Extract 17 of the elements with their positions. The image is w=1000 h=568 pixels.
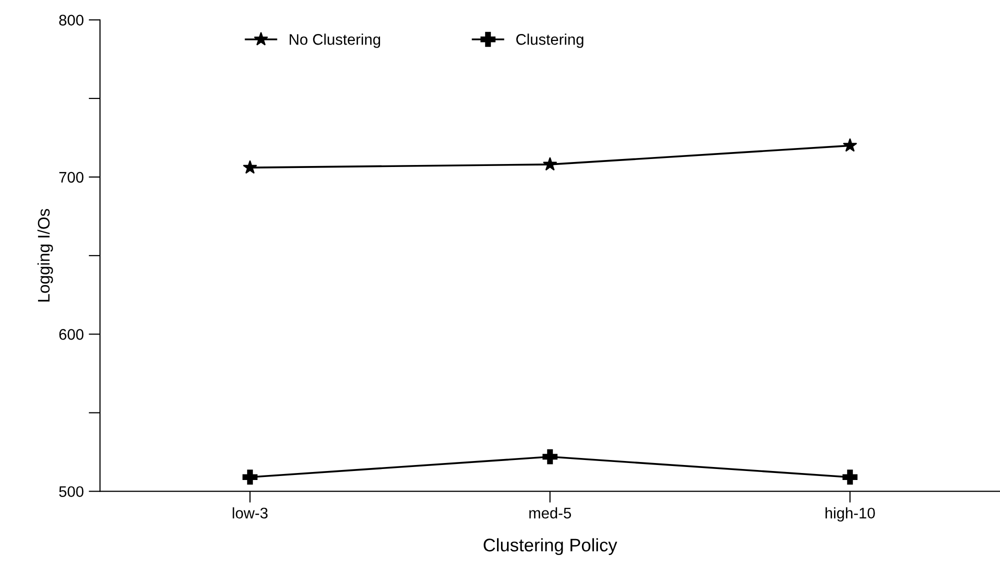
y-tick-label: 600 <box>59 329 84 340</box>
y-axis-title: Logging I/Os <box>37 208 53 302</box>
x-tick-label: high-10 <box>826 507 875 522</box>
y-tick-label: 800 <box>59 14 84 26</box>
point <box>242 160 258 174</box>
legend-label: No Clustering <box>290 34 380 48</box>
legend-label: Clustering <box>516 34 584 48</box>
point <box>242 470 258 485</box>
point <box>542 449 558 464</box>
y-tick-label: 500 <box>59 486 84 498</box>
point <box>542 156 558 171</box>
y-tick-label: 700 <box>59 172 84 183</box>
x-axis-title: Clustering Policy <box>484 538 618 556</box>
point <box>842 138 858 152</box>
point <box>842 470 858 485</box>
x-tick-label: med-5 <box>529 507 572 519</box>
x-tick-label: low-3 <box>232 507 268 519</box>
